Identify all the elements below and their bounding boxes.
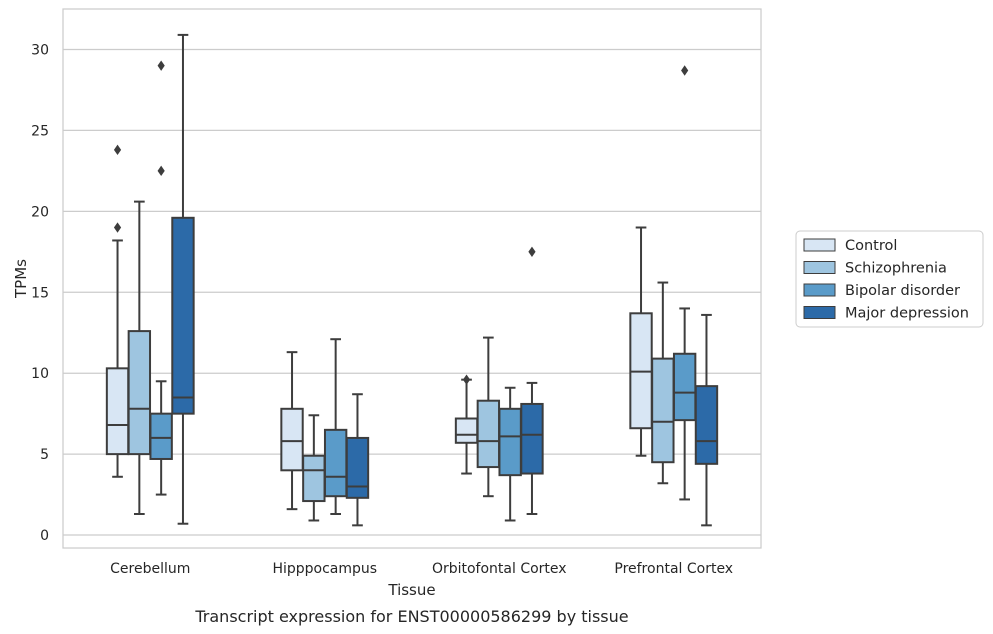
- outlier-point: [113, 222, 122, 233]
- box-body: [520, 402, 544, 475]
- x-axis-label: Tissue: [387, 581, 435, 599]
- legend-swatch: [803, 261, 836, 274]
- box: [171, 33, 195, 525]
- legend-swatch: [803, 306, 836, 319]
- box-body: [345, 436, 370, 499]
- chart-caption: Transcript expression for ENST0000058629…: [194, 607, 628, 626]
- series-group: [105, 144, 653, 511]
- plot-frame: [62, 8, 762, 549]
- y-tick-label: 0: [40, 528, 49, 544]
- box: [127, 200, 152, 516]
- outlier-point: [157, 60, 165, 71]
- y-tick-label: 5: [40, 447, 49, 463]
- series-group: [127, 200, 675, 522]
- outlier-point: [157, 165, 165, 177]
- outlier-point: [113, 144, 122, 156]
- box-body: [105, 367, 130, 456]
- y-axis-ticks: 0 5 10 15 20 25 30: [31, 42, 49, 544]
- box: [323, 338, 348, 516]
- box: [345, 393, 370, 527]
- x-axis-ticks: Cerebellum Hipppocampus Orbitofontal Corte…: [110, 561, 733, 577]
- legend-label: Bipolar disorder: [845, 283, 960, 299]
- x-tick-label: Hipppocampus: [272, 561, 377, 577]
- legend: Control Schizophrenia Bipolar disorder Majo…: [795, 230, 984, 328]
- x-tick-label: Orbitofontal Cortex: [432, 561, 567, 577]
- box: [694, 313, 719, 527]
- outlier-point: [528, 246, 536, 257]
- box: [476, 336, 501, 498]
- box-body: [651, 357, 675, 464]
- box-body: [498, 407, 522, 477]
- x-tick-label: Prefrontal Cortex: [614, 561, 733, 577]
- box: [672, 65, 697, 501]
- legend-swatch: [803, 283, 836, 297]
- legend-label: Major depression: [845, 306, 969, 322]
- y-tick-label: 30: [31, 42, 49, 58]
- series-group: [171, 33, 719, 527]
- box-body: [302, 454, 326, 503]
- box-body: [476, 399, 501, 469]
- box: [629, 226, 653, 457]
- legend-label: Control: [845, 238, 897, 254]
- x-tick-label: Cerebellum: [110, 561, 190, 577]
- y-tick-label: 25: [31, 123, 49, 139]
- y-axis-label: TPMs: [12, 259, 30, 299]
- outlier-point: [681, 65, 689, 76]
- legend-frame: [795, 230, 984, 328]
- box: [302, 414, 326, 522]
- box-body: [694, 385, 719, 465]
- box: [520, 246, 544, 516]
- outlier-point: [462, 374, 471, 385]
- box: [651, 281, 675, 485]
- legend-label: Schizophrenia: [845, 261, 947, 277]
- series-group: [149, 60, 697, 522]
- box: [149, 60, 173, 496]
- box-body: [280, 407, 304, 472]
- box-body: [672, 352, 697, 422]
- box-body: [171, 216, 195, 415]
- box: [105, 144, 130, 478]
- box-body: [149, 412, 173, 460]
- y-tick-label: 10: [31, 366, 49, 382]
- y-tick-label: 20: [31, 204, 49, 220]
- box: [280, 351, 304, 511]
- box-body: [454, 417, 479, 444]
- y-tick-label: 15: [31, 285, 49, 301]
- box: [498, 386, 522, 522]
- legend-swatch: [803, 238, 836, 252]
- box: [454, 374, 479, 475]
- box-series: [105, 33, 719, 527]
- box-body: [323, 428, 348, 498]
- box-body: [127, 330, 152, 456]
